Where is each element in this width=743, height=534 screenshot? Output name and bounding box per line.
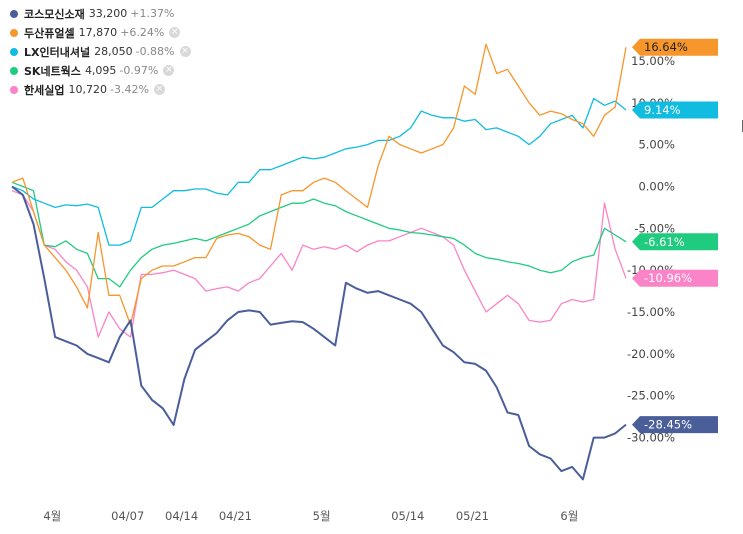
legend-change: -0.97% xyxy=(119,64,159,77)
legend: 코스모신소재 33,200 +1.37% 두산퓨얼셀 17,870 +6.24%… xyxy=(10,4,191,99)
x-tick-label: 04/07 xyxy=(111,509,144,523)
series-color-dot xyxy=(10,47,18,56)
end-value-tag xyxy=(632,269,718,287)
remove-series-icon[interactable]: × xyxy=(179,46,191,57)
series-lines xyxy=(11,43,627,481)
end-value-tag xyxy=(632,233,718,251)
legend-name: LX인터내셔널 xyxy=(24,45,91,59)
series-line xyxy=(11,181,627,288)
legend-change: -3.42% xyxy=(109,83,149,96)
legend-name: 두산퓨얼셀 xyxy=(24,26,75,40)
legend-change: -0.88% xyxy=(135,45,175,58)
x-axis: 4월 04/07 04/14 04/21 5월 05/14 05/21 6월 xyxy=(43,509,578,523)
end-value-tag xyxy=(632,416,718,434)
legend-price: 33,200 xyxy=(88,7,128,20)
y-tick-label: -5.00% xyxy=(634,221,675,235)
end-value-label: -28.45% xyxy=(644,418,692,432)
x-tick-label: 5월 xyxy=(313,509,331,523)
legend-price: 28,050 xyxy=(94,45,133,58)
y-tick-label: 15.00% xyxy=(631,54,675,68)
x-tick-label: 05/21 xyxy=(456,509,489,523)
legend-item-sk[interactable]: SK네트웍스 4,095 -0.97% × xyxy=(10,61,191,80)
series-line xyxy=(11,185,627,481)
series-line xyxy=(11,190,627,338)
y-tick-label: 5.00% xyxy=(638,138,675,152)
x-tick-label: 6월 xyxy=(560,509,578,523)
legend-price: 10,720 xyxy=(68,83,107,96)
end-labels: -28.45% 16.64% 9.14% -6.61% -10.96% xyxy=(632,38,718,434)
series-color-dot xyxy=(10,85,18,94)
y-tick-label: -20.00% xyxy=(627,347,675,361)
remove-series-icon[interactable]: × xyxy=(169,27,181,38)
end-value-label: 9.14% xyxy=(644,103,681,117)
x-tick-label: 04/21 xyxy=(219,509,252,523)
end-value-label: 16.64% xyxy=(644,40,688,54)
y-tick-label: 0.00% xyxy=(638,179,675,193)
legend-price: 4,095 xyxy=(84,64,117,77)
legend-name: 한세실업 xyxy=(24,83,65,97)
remove-series-icon[interactable]: × xyxy=(163,65,175,76)
legend-price: 17,870 xyxy=(78,26,118,39)
y-tick-label: -15.00% xyxy=(627,305,675,319)
end-value-tag xyxy=(632,38,718,56)
remove-series-icon[interactable]: × xyxy=(153,84,165,95)
x-tick-label: 05/14 xyxy=(391,509,424,523)
end-value-label: -6.61% xyxy=(644,235,685,249)
x-tick-label: 04/14 xyxy=(165,509,198,523)
series-color-dot xyxy=(10,28,18,37)
legend-change: +1.37% xyxy=(130,7,175,20)
legend-item-doosan[interactable]: 두산퓨얼셀 17,870 +6.24% × xyxy=(10,23,191,42)
series-line xyxy=(11,43,627,326)
series-line xyxy=(11,97,627,246)
legend-change: +6.24% xyxy=(120,26,165,39)
legend-name: SK네트웍스 xyxy=(24,64,81,78)
x-tick-label: 4월 xyxy=(43,509,61,523)
legend-name: 코스모신소재 xyxy=(24,7,85,21)
series-color-dot xyxy=(10,9,18,18)
y-tick-label: -25.00% xyxy=(627,389,675,403)
end-value-label: -10.96% xyxy=(644,271,692,285)
legend-item-cosmo[interactable]: 코스모신소재 33,200 +1.37% xyxy=(10,4,191,23)
end-value-tag xyxy=(632,101,718,119)
y-tick-label: -30.00% xyxy=(627,431,675,445)
series-color-dot xyxy=(10,66,18,75)
legend-item-lx[interactable]: LX인터내셔널 28,050 -0.88% × xyxy=(10,42,191,61)
legend-item-hansae[interactable]: 한세실업 10,720 -3.42% × xyxy=(10,80,191,99)
